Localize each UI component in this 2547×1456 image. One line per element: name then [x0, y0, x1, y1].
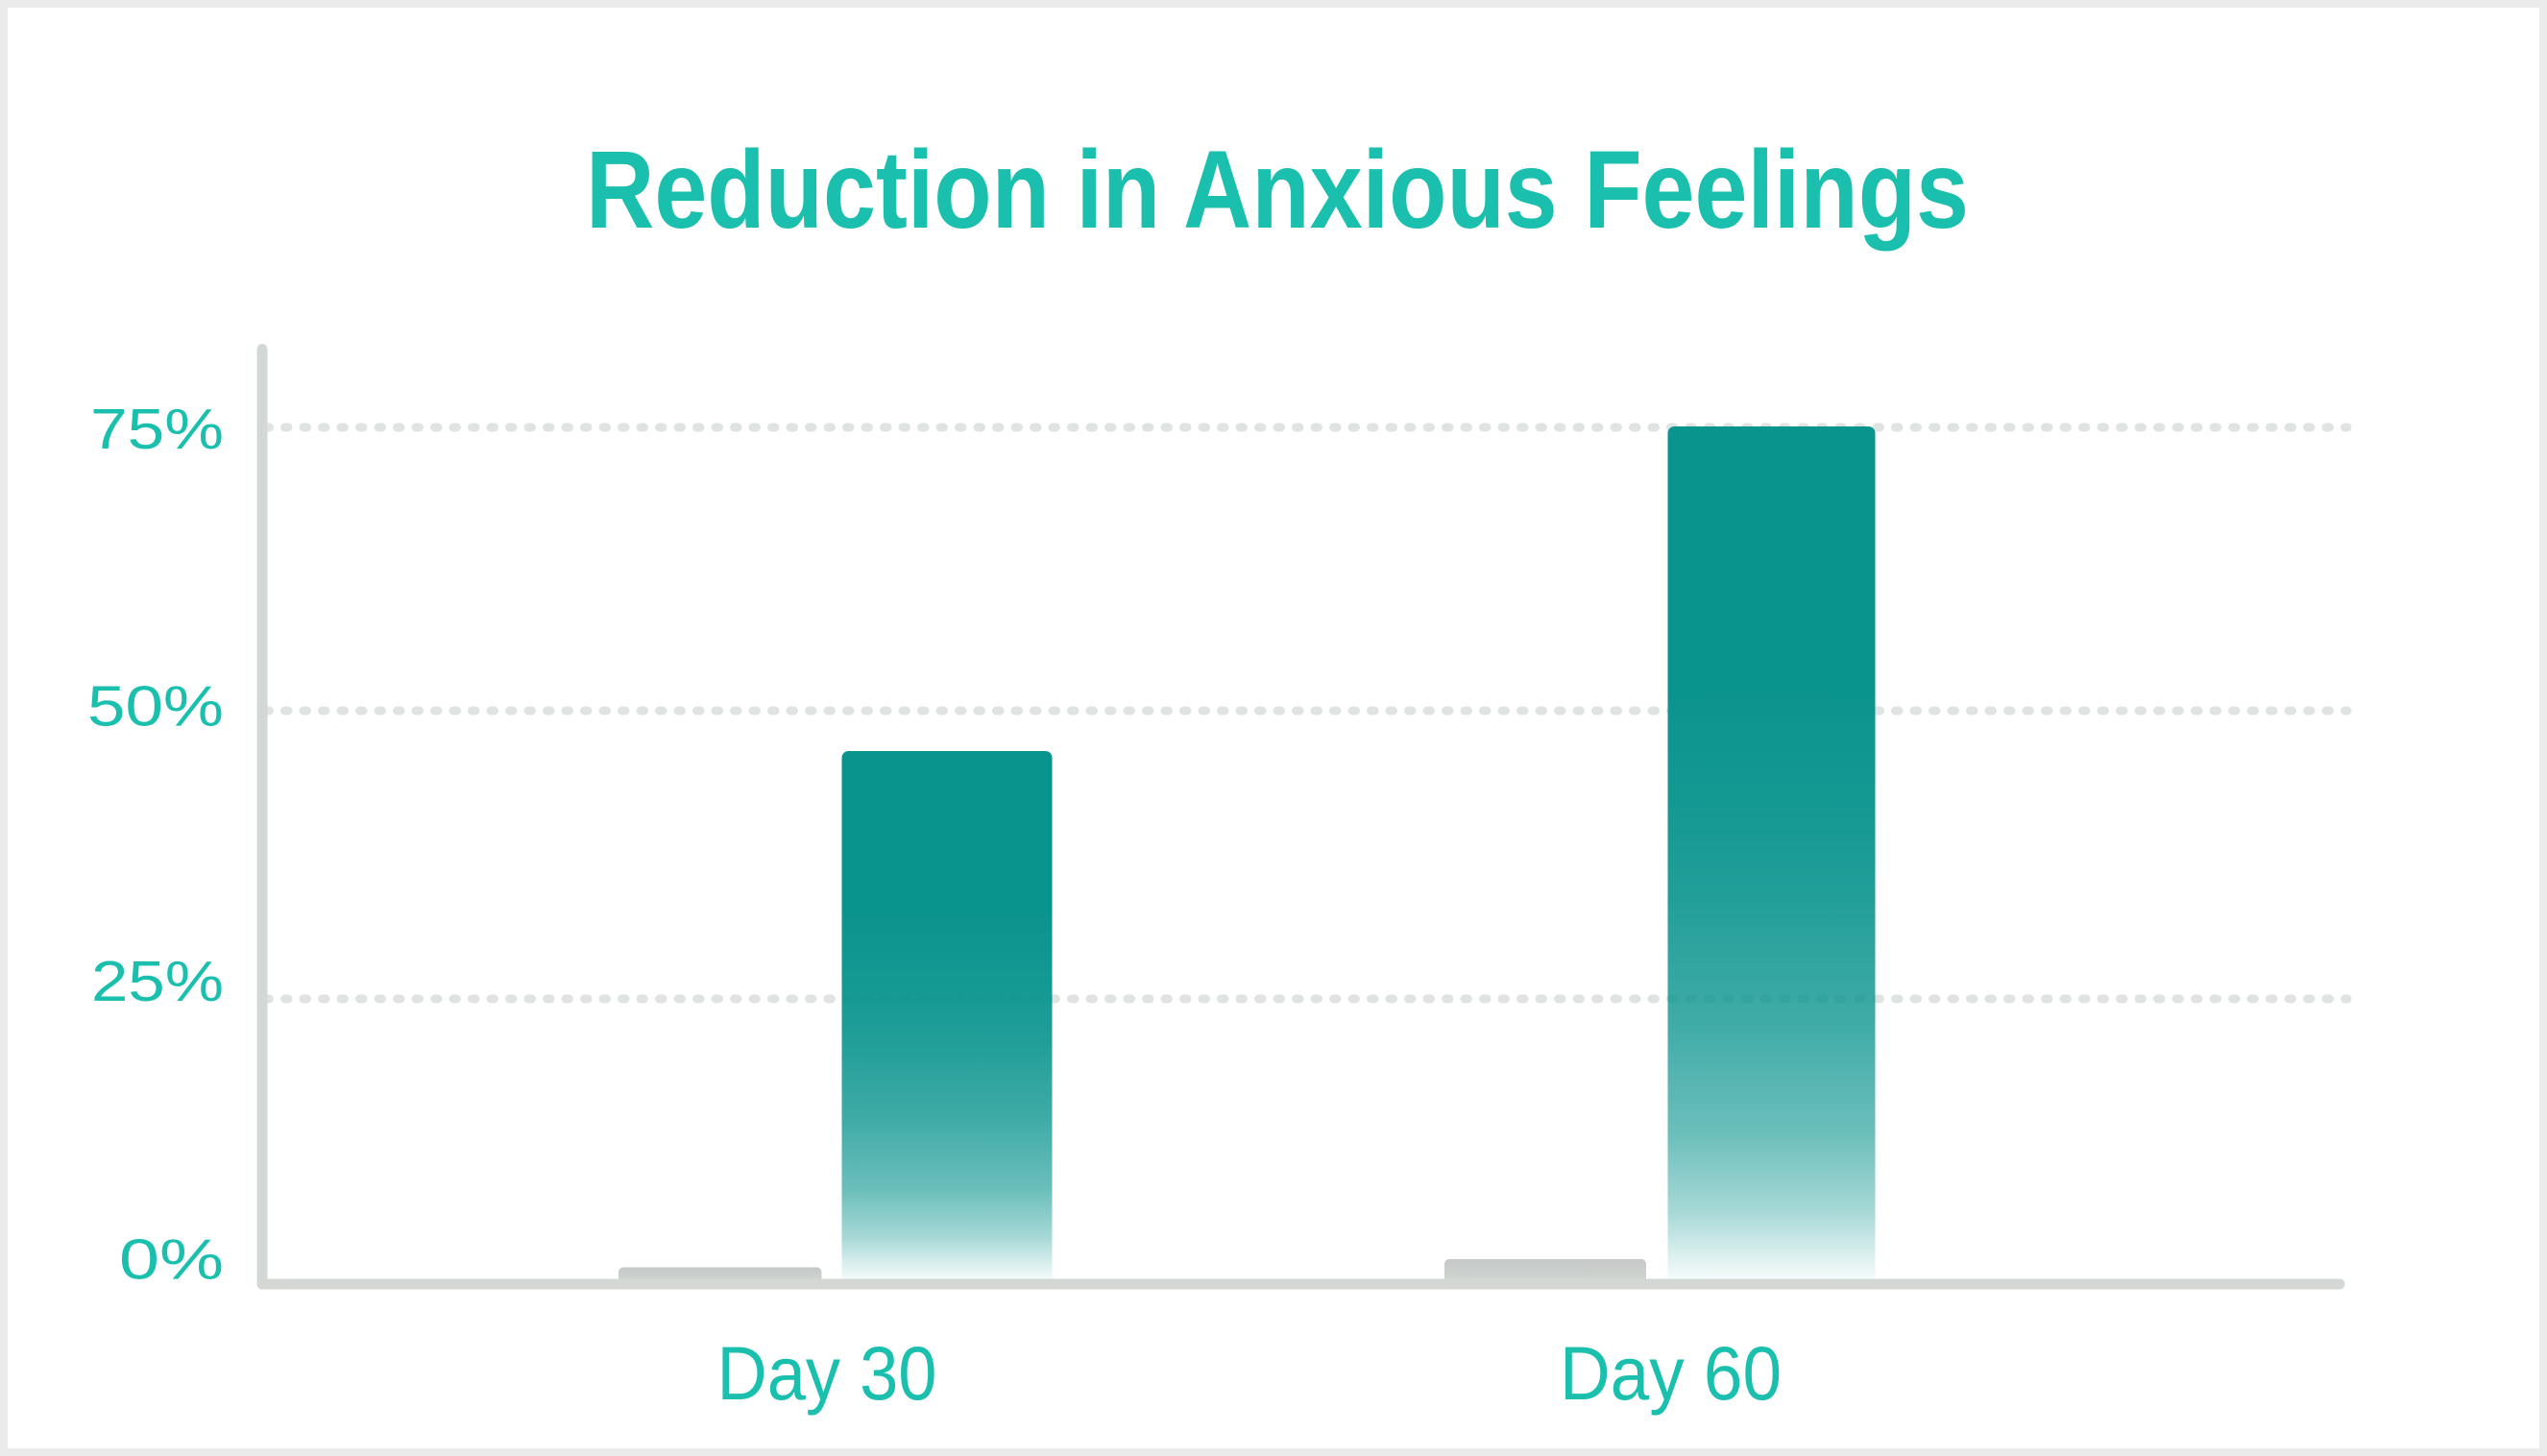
svg-text:0%: 0%	[119, 1228, 224, 1292]
svg-text:Day 60: Day 60	[1560, 1330, 1782, 1416]
svg-text:25%: 25%	[91, 950, 224, 1013]
svg-text:Reduction in Anxious Feelings: Reduction in Anxious Feelings	[586, 129, 1969, 252]
svg-text:50%: 50%	[87, 675, 224, 739]
svg-text:75%: 75%	[90, 398, 224, 461]
svg-text:Day 30: Day 30	[717, 1330, 937, 1416]
